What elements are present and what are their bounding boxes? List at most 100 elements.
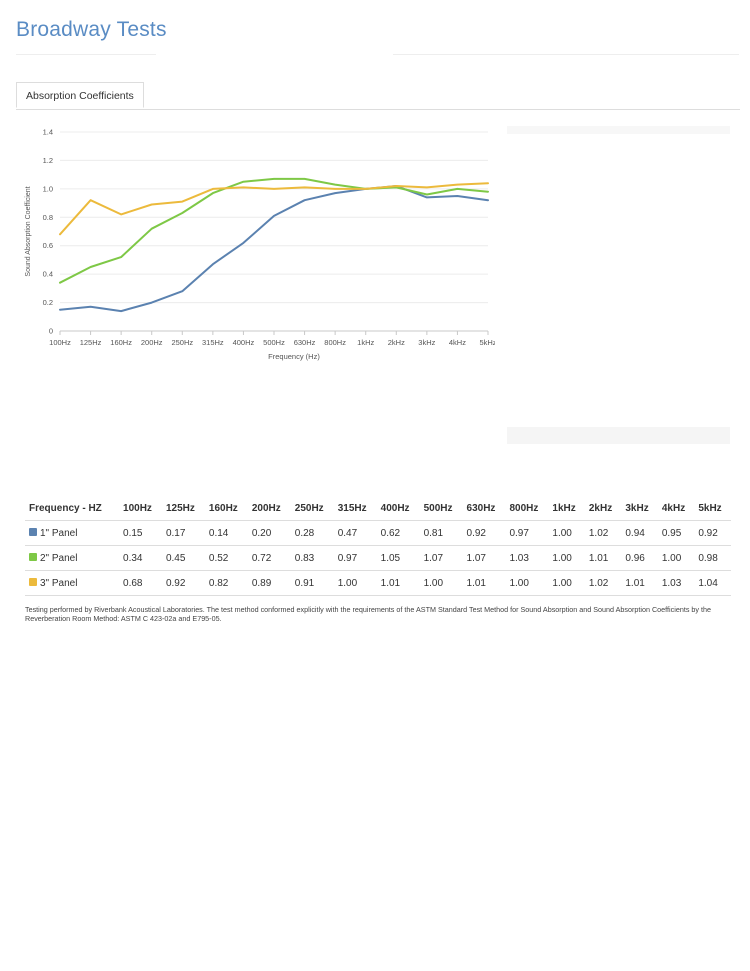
table-cell: 1.00 — [548, 520, 585, 546]
row-label-cell: 3" Panel — [25, 570, 120, 596]
side-panel-bottom — [507, 427, 730, 444]
table-header-cell: 500Hz — [419, 497, 463, 521]
x-axis-title: Frequency (Hz) — [268, 352, 320, 361]
x-tick-label: 200Hz — [141, 338, 163, 347]
table-row: 2" Panel 0.34 0.45 0.52 0.72 0.83 0.97 1.05 1.07… — [25, 545, 731, 571]
table-cell: 0.91 — [290, 570, 334, 596]
tab-bar: Absorption Coefficients — [16, 82, 740, 110]
y-tick-label: 0.6 — [43, 241, 53, 250]
table-row: 1" Panel 0.15 0.17 0.14 0.20 0.28 0.47 0.62 0.81… — [25, 520, 731, 546]
table-cell: 0.92 — [462, 520, 506, 546]
y-tick-label: 0.4 — [43, 270, 53, 279]
series-line-panel-1 — [59, 185, 489, 313]
table-cell: 0.97 — [333, 545, 377, 571]
legend-swatch-icon — [29, 578, 37, 586]
table-header-cell: 100Hz — [119, 497, 162, 521]
legend-swatch-icon — [29, 553, 37, 561]
table-cell: 1.00 — [548, 545, 585, 571]
x-tick-label: 160Hz — [110, 338, 132, 347]
table-cell: 1.01 — [376, 570, 420, 596]
table-cell: 0.62 — [376, 520, 420, 546]
table-header-cell: 800Hz — [505, 497, 549, 521]
x-tick-label: 250Hz — [171, 338, 193, 347]
table-cell: 0.97 — [505, 520, 549, 546]
x-tick-label: 630Hz — [294, 338, 316, 347]
y-tick-label: 1.0 — [43, 184, 53, 193]
table-header-cell: 2kHz — [584, 497, 622, 521]
y-tick-label: 1.2 — [43, 156, 53, 165]
table-cell: 1.01 — [584, 545, 622, 571]
table-cell: 1.03 — [505, 545, 549, 571]
table-cell: 0.34 — [119, 545, 162, 571]
table-cell: 0.28 — [290, 520, 334, 546]
table-row: 3" Panel 0.68 0.92 0.82 0.89 0.91 1.00 1.01 1.00… — [25, 570, 731, 596]
row-label: 2" Panel — [40, 552, 78, 564]
table-cell: 0.72 — [247, 545, 291, 571]
table-cell: 0.89 — [247, 570, 291, 596]
table-cell: 1.07 — [462, 545, 506, 571]
x-tick-label: 1kHz — [357, 338, 374, 347]
table-header-cell: 200Hz — [247, 497, 291, 521]
y-tick-label: 0 — [49, 327, 53, 336]
row-label-cell: 1" Panel — [25, 520, 120, 546]
table-header-cell: 315Hz — [333, 497, 377, 521]
table-cell: 1.00 — [548, 570, 585, 596]
table-cell: 0.82 — [204, 570, 248, 596]
table-cell: 1.00 — [657, 545, 695, 571]
table-cell: 1.02 — [584, 520, 622, 546]
table-cell: 1.04 — [694, 570, 731, 596]
table-cell: 0.52 — [204, 545, 248, 571]
table-cell: 0.17 — [161, 520, 205, 546]
table-cell: 0.45 — [161, 545, 205, 571]
table-cell: 0.92 — [694, 520, 731, 546]
table-cell: 0.94 — [621, 520, 658, 546]
absorption-chart: 0 0.2 0.4 0.6 0.8 1.0 1.2 1.4 100Hz 125Hz 160Hz 200… — [25, 128, 495, 362]
row-label-cell: 2" Panel — [25, 545, 120, 571]
x-tick-label: 315Hz — [202, 338, 224, 347]
table-header-row: Frequency - HZ 100Hz 125Hz 160Hz 200Hz 250Hz 3… — [25, 497, 731, 521]
table-cell: 1.02 — [584, 570, 622, 596]
table-cell: 0.68 — [119, 570, 162, 596]
table-cell: 1.01 — [621, 570, 658, 596]
series-line-panel-2 — [59, 177, 489, 284]
side-panel-top — [507, 126, 730, 134]
y-tick-label: 0.2 — [43, 298, 53, 307]
table-cell: 1.01 — [462, 570, 506, 596]
table-cell: 0.15 — [119, 520, 162, 546]
table-header-cell: 3kHz — [621, 497, 658, 521]
x-tick-label: 800Hz — [324, 338, 346, 347]
title-divider — [16, 54, 156, 55]
y-tick-label: 0.8 — [43, 213, 53, 222]
table-cell: 0.92 — [161, 570, 205, 596]
tab-absorption-coefficients[interactable]: Absorption Coefficients — [16, 82, 144, 108]
table-header-cell: 630Hz — [462, 497, 506, 521]
table-header-cell: 160Hz — [204, 497, 248, 521]
table-header-cell: 400Hz — [376, 497, 420, 521]
table-body: 1" Panel 0.15 0.17 0.14 0.20 0.28 0.47 0.62 0.81… — [25, 520, 731, 596]
footnote: Testing performed by Riverbank Acoustica… — [25, 605, 711, 623]
table-cell: 0.98 — [694, 545, 731, 571]
table-header-cell: 5kHz — [694, 497, 731, 521]
x-tick-label: 100Hz — [49, 338, 71, 347]
x-tick-label: 500Hz — [263, 338, 285, 347]
x-tick-label: 5kHz — [479, 338, 495, 347]
row-label: 3" Panel — [40, 577, 78, 589]
header-divider — [393, 54, 739, 55]
coefficients-table: Frequency - HZ 100Hz 125Hz 160Hz 200Hz 250Hz 3… — [25, 497, 731, 596]
table-cell: 0.14 — [204, 520, 248, 546]
row-label: 1" Panel — [40, 527, 78, 539]
table-cell: 1.05 — [376, 545, 420, 571]
page-title: Broadway Tests — [16, 18, 167, 41]
table-cell: 1.00 — [505, 570, 549, 596]
table-header-cell: 1kHz — [548, 497, 585, 521]
y-tick-label: 1.4 — [43, 128, 53, 137]
table-cell: 0.47 — [333, 520, 377, 546]
x-tick-label: 125Hz — [80, 338, 102, 347]
table-cell: 0.95 — [657, 520, 695, 546]
table-cell: 0.81 — [419, 520, 463, 546]
table-cell: 0.96 — [621, 545, 658, 571]
table-cell: 0.83 — [290, 545, 334, 571]
y-axis-title: Sound Absorption Coefficient — [25, 186, 32, 276]
table-cell: 0.20 — [247, 520, 291, 546]
x-tick-label: 4kHz — [449, 338, 466, 347]
